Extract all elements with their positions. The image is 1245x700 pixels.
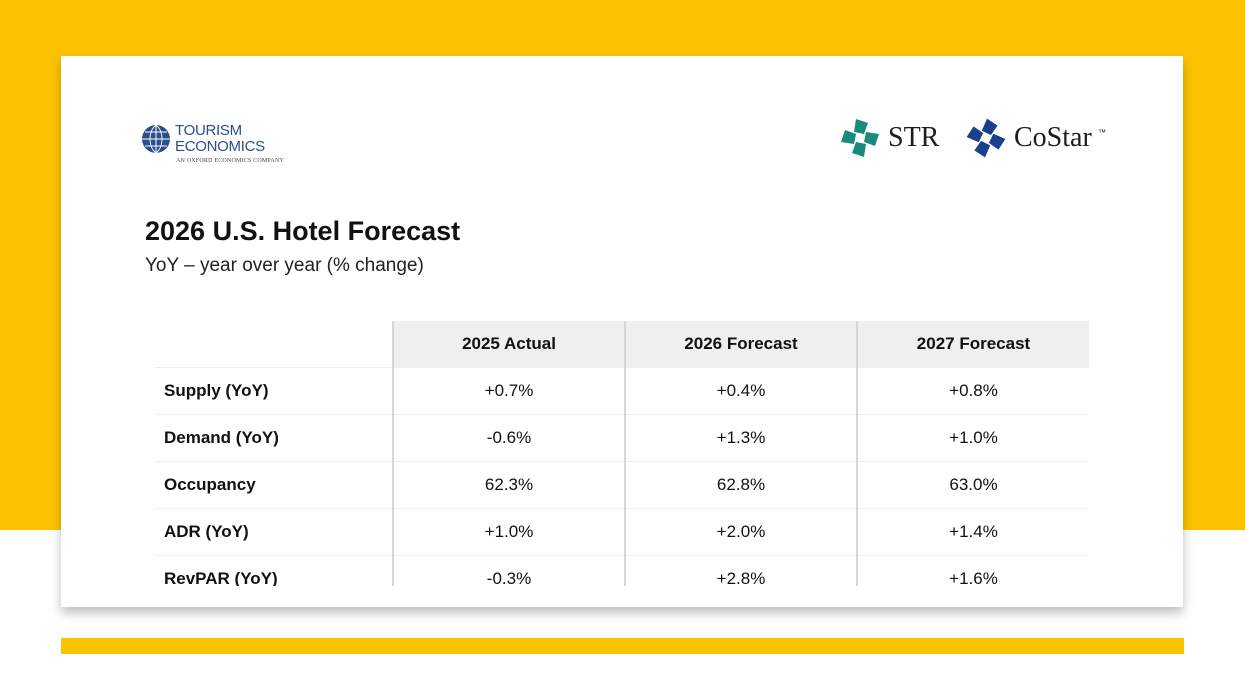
cell: +0.7% xyxy=(392,367,625,415)
cell: +0.4% xyxy=(624,367,857,415)
cell: +2.0% xyxy=(624,508,857,556)
table-row: RevPAR (YoY) -0.3% +2.8% +1.6% xyxy=(155,555,1089,586)
logo-tagline: AN OXFORD ECONOMICS COMPANY xyxy=(176,158,285,164)
subtitle: YoY – year over year (% change) xyxy=(145,255,424,276)
cell: 62.8% xyxy=(624,461,857,509)
table-row: Demand (YoY) -0.6% +1.3% +1.0% xyxy=(155,414,1089,462)
costar-logo: CoStar xyxy=(1014,122,1092,153)
str-logo: STR xyxy=(888,122,940,153)
cell: +0.8% xyxy=(856,367,1089,415)
globe-icon xyxy=(142,124,170,154)
corner-cell xyxy=(155,321,393,368)
column-header: 2026 Forecast xyxy=(624,321,857,368)
row-label: RevPAR (YoY) xyxy=(155,555,393,586)
forecast-table: 2025 Actual 2026 Forecast 2027 Forecast Sup… xyxy=(155,321,1089,586)
cell: +2.8% xyxy=(624,555,857,586)
cell: +1.4% xyxy=(856,508,1089,556)
cell: +1.6% xyxy=(856,555,1089,586)
trademark: ™ xyxy=(1098,128,1106,137)
table-wrap: 2025 Actual 2026 Forecast 2027 Forecast Sup… xyxy=(155,321,1089,586)
table-row: Supply (YoY) +0.7% +0.4% +0.8% xyxy=(155,367,1089,415)
header-row: 2025 Actual 2026 Forecast 2027 Forecast xyxy=(155,321,1089,368)
costar-icon xyxy=(966,118,1006,158)
row-label: Demand (YoY) xyxy=(155,414,393,462)
logo-text: TOURISM xyxy=(175,122,242,139)
row-label: Supply (YoY) xyxy=(155,367,393,415)
str-icon xyxy=(841,119,879,157)
cell: -0.3% xyxy=(392,555,625,586)
cell: 63.0% xyxy=(856,461,1089,509)
cell: +1.0% xyxy=(856,414,1089,462)
table-row: Occupancy 62.3% 62.8% 63.0% xyxy=(155,461,1089,509)
cell: +1.3% xyxy=(624,414,857,462)
cell: 62.3% xyxy=(392,461,625,509)
logo-text: ECONOMICS xyxy=(175,138,265,155)
row-label: ADR (YoY) xyxy=(155,508,393,556)
title: 2026 U.S. Hotel Forecast xyxy=(145,216,461,246)
footer-bar xyxy=(61,638,1184,654)
cell: +1.0% xyxy=(392,508,625,556)
column-header: 2027 Forecast xyxy=(856,321,1089,368)
column-header: 2025 Actual xyxy=(392,321,625,368)
cell: -0.6% xyxy=(392,414,625,462)
row-label: Occupancy xyxy=(155,461,393,509)
table-row: ADR (YoY) +1.0% +2.0% +1.4% xyxy=(155,508,1089,556)
